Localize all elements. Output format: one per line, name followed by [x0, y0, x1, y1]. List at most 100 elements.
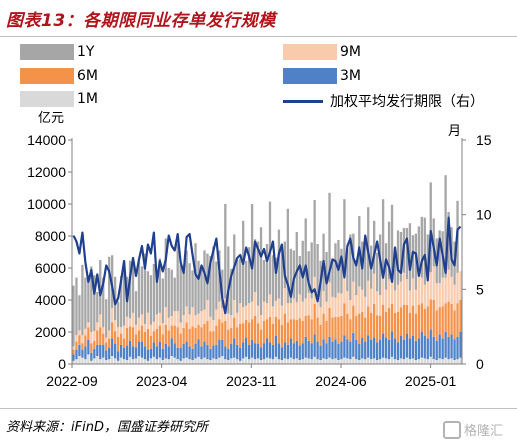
- bar-1y-38: [185, 250, 188, 307]
- bar-6m-89: [337, 316, 340, 344]
- bar-6m-1: [75, 341, 78, 350]
- bar-3m-13: [111, 338, 114, 356]
- bar-6m-97: [361, 312, 364, 338]
- watermark: 格隆汇: [443, 420, 503, 439]
- bar-9m-130: [459, 271, 462, 300]
- bar-9m-86: [328, 282, 331, 308]
- bar-6m-48: [215, 325, 218, 345]
- bar-3m-1: [75, 349, 78, 360]
- bar-1m-36: [179, 360, 182, 364]
- bar-1m-85: [325, 359, 328, 364]
- bar-1y-119: [426, 234, 429, 278]
- bar-1y-25: [146, 271, 150, 313]
- bar-1m-95: [355, 359, 358, 364]
- bar-3m-7: [93, 348, 96, 359]
- bar-6m-126: [447, 301, 450, 337]
- y-tick-label-right-3: 15: [476, 132, 492, 148]
- bar-3m-99: [367, 335, 370, 358]
- bar-1m-1: [75, 359, 78, 364]
- bar-3m-130: [459, 332, 462, 358]
- bar-9m-123: [438, 283, 441, 308]
- bar-1y-28: [155, 282, 159, 315]
- bar-1m-77: [301, 359, 304, 364]
- legend-swatch-6m: [20, 68, 74, 84]
- y-tick-label-right-2: 10: [476, 207, 492, 223]
- bar-1y-53: [230, 268, 233, 316]
- bar-1m-105: [384, 358, 388, 364]
- bar-3m-88: [334, 339, 337, 359]
- bar-9m-97: [361, 289, 364, 312]
- bar-1m-59: [247, 359, 251, 364]
- bar-3m-123: [438, 334, 441, 359]
- bar-1m-14: [114, 358, 117, 364]
- bar-6m-21: [134, 334, 138, 348]
- bar-6m-15: [116, 336, 120, 352]
- bar-1y-116: [417, 226, 420, 275]
- bar-3m-24: [143, 346, 147, 360]
- bar-1m-81: [313, 356, 316, 364]
- bar-9m-64: [262, 301, 266, 321]
- bar-1m-56: [239, 360, 242, 364]
- bar-9m-3: [81, 335, 84, 344]
- bar-3m-103: [378, 340, 382, 360]
- bar-1m-62: [256, 358, 260, 364]
- bar-1y-1: [75, 277, 78, 336]
- bar-1m-44: [203, 357, 206, 364]
- bar-3m-36: [179, 348, 182, 361]
- bar-6m-6: [90, 343, 93, 353]
- y-tick-label-right-1: 5: [476, 281, 484, 297]
- bar-6m-2: [78, 335, 81, 345]
- bar-6m-5: [87, 327, 90, 340]
- legend-label-1y: 1Y: [77, 44, 95, 60]
- bar-1m-33: [170, 356, 173, 364]
- bar-1m-2: [78, 356, 81, 364]
- bar-6m-37: [182, 328, 185, 344]
- bar-9m-106: [387, 279, 391, 308]
- bar-3m-26: [149, 348, 153, 359]
- bar-9m-43: [200, 311, 203, 328]
- bar-1y-37: [182, 272, 185, 316]
- bar-1m-22: [137, 356, 141, 364]
- bar-1m-115: [414, 360, 418, 364]
- bar-9m-66: [268, 294, 272, 317]
- bar-9m-53: [230, 315, 233, 328]
- bar-3m-92: [346, 339, 349, 359]
- bar-3m-111: [402, 340, 406, 360]
- bar-9m-114: [411, 278, 415, 306]
- bar-3m-30: [161, 348, 164, 360]
- y-tick-label-left-1: 2000: [35, 324, 66, 340]
- bar-6m-80: [310, 319, 313, 344]
- bar-3m-50: [221, 340, 224, 356]
- bar-1y-56: [239, 258, 242, 304]
- bar-3m-108: [393, 338, 397, 360]
- legend-swatch-1m: [20, 91, 74, 107]
- y-tick-label-left-0: 0: [58, 356, 66, 372]
- bar-3m-19: [128, 340, 132, 357]
- bar-3m-126: [447, 336, 450, 360]
- bar-1y-35: [176, 244, 179, 312]
- bar-6m-8: [96, 330, 99, 345]
- bar-3m-79: [307, 340, 310, 359]
- bar-3m-28: [155, 346, 159, 360]
- bar-1y-70: [280, 248, 284, 306]
- bar-1m-93: [349, 359, 352, 364]
- chart-source-note: 资料来源：iFinD，国盛证券研究所: [6, 420, 208, 435]
- bar-6m-40: [191, 326, 194, 349]
- bar-6m-72: [286, 322, 289, 345]
- bar-3m-58: [245, 337, 248, 357]
- bar-3m-62: [256, 344, 260, 359]
- bar-3m-86: [328, 336, 331, 358]
- bar-1m-13: [111, 356, 114, 364]
- bar-6m-74: [292, 319, 295, 344]
- bar-1m-73: [289, 357, 292, 364]
- bar-3m-65: [265, 338, 269, 358]
- bar-1m-74: [292, 359, 295, 364]
- bar-1m-47: [212, 358, 215, 364]
- bar-6m-99: [367, 306, 370, 336]
- bar-9m-33: [170, 316, 173, 326]
- bar-1y-15: [116, 301, 120, 328]
- bar-1m-54: [233, 357, 236, 364]
- bar-1m-124: [441, 359, 444, 364]
- bar-6m-42: [197, 324, 200, 340]
